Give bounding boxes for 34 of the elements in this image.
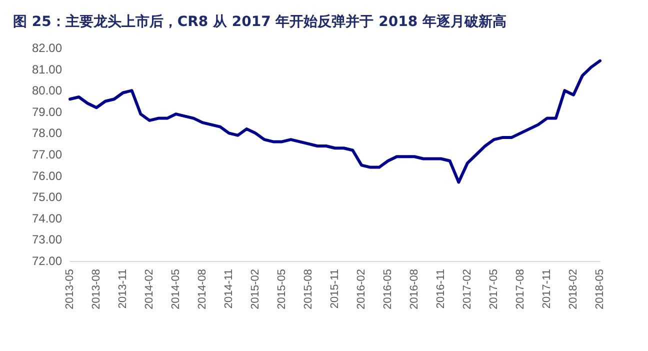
x-tick-label: 2014-05 [170, 269, 182, 310]
chart-title: 图 25：主要龙头上市后，CR8 从 2017 年开始反弹并于 2018 年逐月破新高 [13, 13, 506, 30]
x-tick-label: 2017-08 [514, 269, 526, 310]
x-tick-label: 2017-02 [462, 269, 474, 310]
x-tick-label: 2017-05 [488, 269, 500, 310]
y-tick-label: 81.00 [32, 62, 62, 76]
x-tick-label: 2014-11 [223, 269, 235, 309]
y-tick-label: 82.00 [32, 41, 62, 55]
x-tick-label: 2016-02 [356, 269, 368, 310]
x-tick-label: 2017-11 [541, 269, 553, 309]
x-tick-label: 2013-11 [117, 269, 129, 309]
y-tick-label: 74.00 [32, 211, 62, 226]
x-tick-label: 2015-05 [276, 269, 288, 310]
x-tick-label: 2016-11 [435, 269, 447, 309]
x-tick-label: 2018-05 [594, 269, 606, 310]
x-tick-label: 2014-02 [144, 269, 156, 310]
y-tick-label: 79.00 [32, 104, 62, 119]
y-tick-label: 77.00 [32, 148, 62, 162]
x-tick-label: 2015-11 [329, 269, 341, 309]
x-tick-label: 2014-08 [196, 269, 208, 310]
x-tick-label: 2015-08 [302, 269, 314, 310]
x-tick-label: 2016-05 [382, 269, 394, 310]
y-tick-label: 76.00 [32, 168, 62, 183]
y-tick-label: 72.00 [32, 254, 62, 268]
y-tick-label: 73.00 [32, 232, 62, 247]
x-tick-label: 2018-02 [568, 269, 580, 310]
x-tick-label: 2013-05 [64, 269, 76, 310]
y-tick-label: 78.00 [32, 126, 62, 140]
x-tick-label: 2016-08 [408, 269, 420, 310]
x-tick-label: 2013-08 [90, 269, 102, 310]
y-tick-label: 80.00 [32, 84, 62, 98]
y-tick-label: 75.00 [32, 190, 62, 204]
x-tick-label: 2015-02 [250, 269, 262, 310]
line-series [68, 59, 602, 184]
